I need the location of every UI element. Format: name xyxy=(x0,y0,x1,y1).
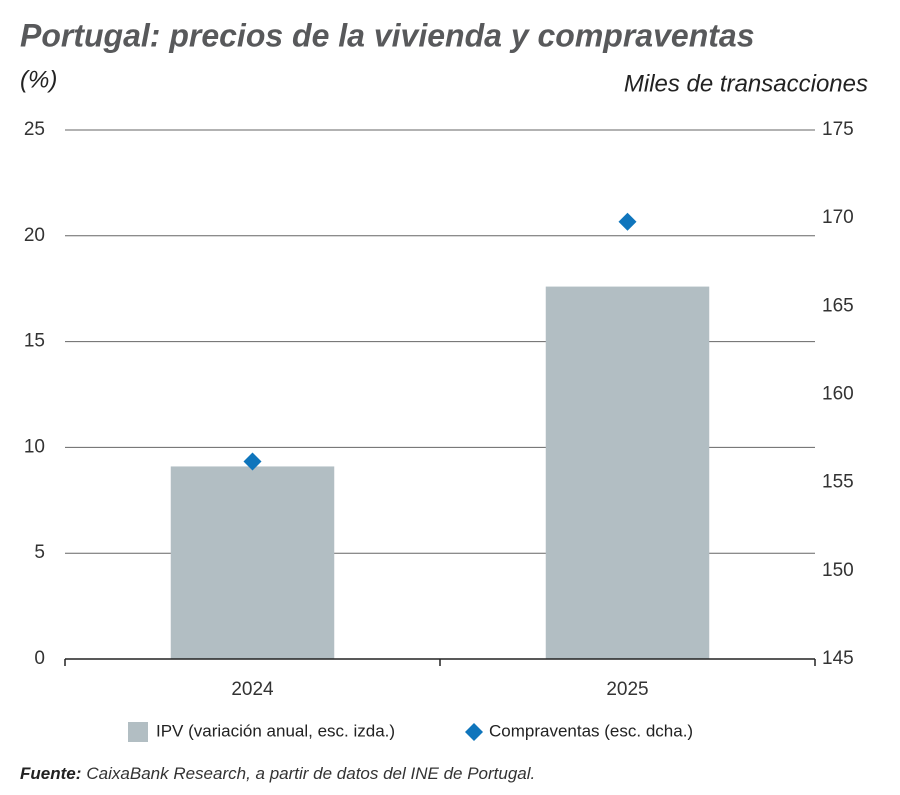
source: Fuente: CaixaBank Research, a partir de d… xyxy=(20,764,535,784)
y-tick-label: 20 xyxy=(24,225,45,246)
y2-axis-title: Miles de transacciones xyxy=(624,70,868,97)
diamond-marker xyxy=(243,452,262,471)
y2-tick-label: 165 xyxy=(822,295,854,316)
source-text: CaixaBank Research, a partir de datos de… xyxy=(86,764,536,783)
legend-swatch xyxy=(465,723,483,741)
bar xyxy=(170,466,335,659)
y-tick-label: 25 xyxy=(24,119,45,140)
y2-tick-label: 150 xyxy=(822,560,854,581)
legend-label: Compraventas (esc. dcha.) xyxy=(489,721,693,740)
y2-tick-label: 145 xyxy=(822,648,854,669)
x-tick-label: 2024 xyxy=(231,679,274,700)
y2-tick-label: 160 xyxy=(822,384,854,405)
y-tick-label: 10 xyxy=(24,436,45,457)
y-axis-title: (%) xyxy=(20,66,57,93)
y2-tick-label: 175 xyxy=(822,119,854,140)
y-tick-label: 0 xyxy=(34,648,45,669)
bar xyxy=(545,286,710,659)
source-label: Fuente: xyxy=(20,764,82,783)
legend-swatch xyxy=(128,722,148,742)
y2-tick-label: 155 xyxy=(822,472,854,493)
diamond-marker xyxy=(618,212,637,231)
legend-label: IPV (variación anual, esc. izda.) xyxy=(156,721,395,740)
y2-tick-label: 170 xyxy=(822,207,854,228)
chart-title: Portugal: precios de la vivienda y compr… xyxy=(20,17,754,53)
y-tick-label: 15 xyxy=(24,331,45,352)
y-tick-label: 5 xyxy=(34,542,45,563)
x-tick-label: 2025 xyxy=(606,679,648,700)
